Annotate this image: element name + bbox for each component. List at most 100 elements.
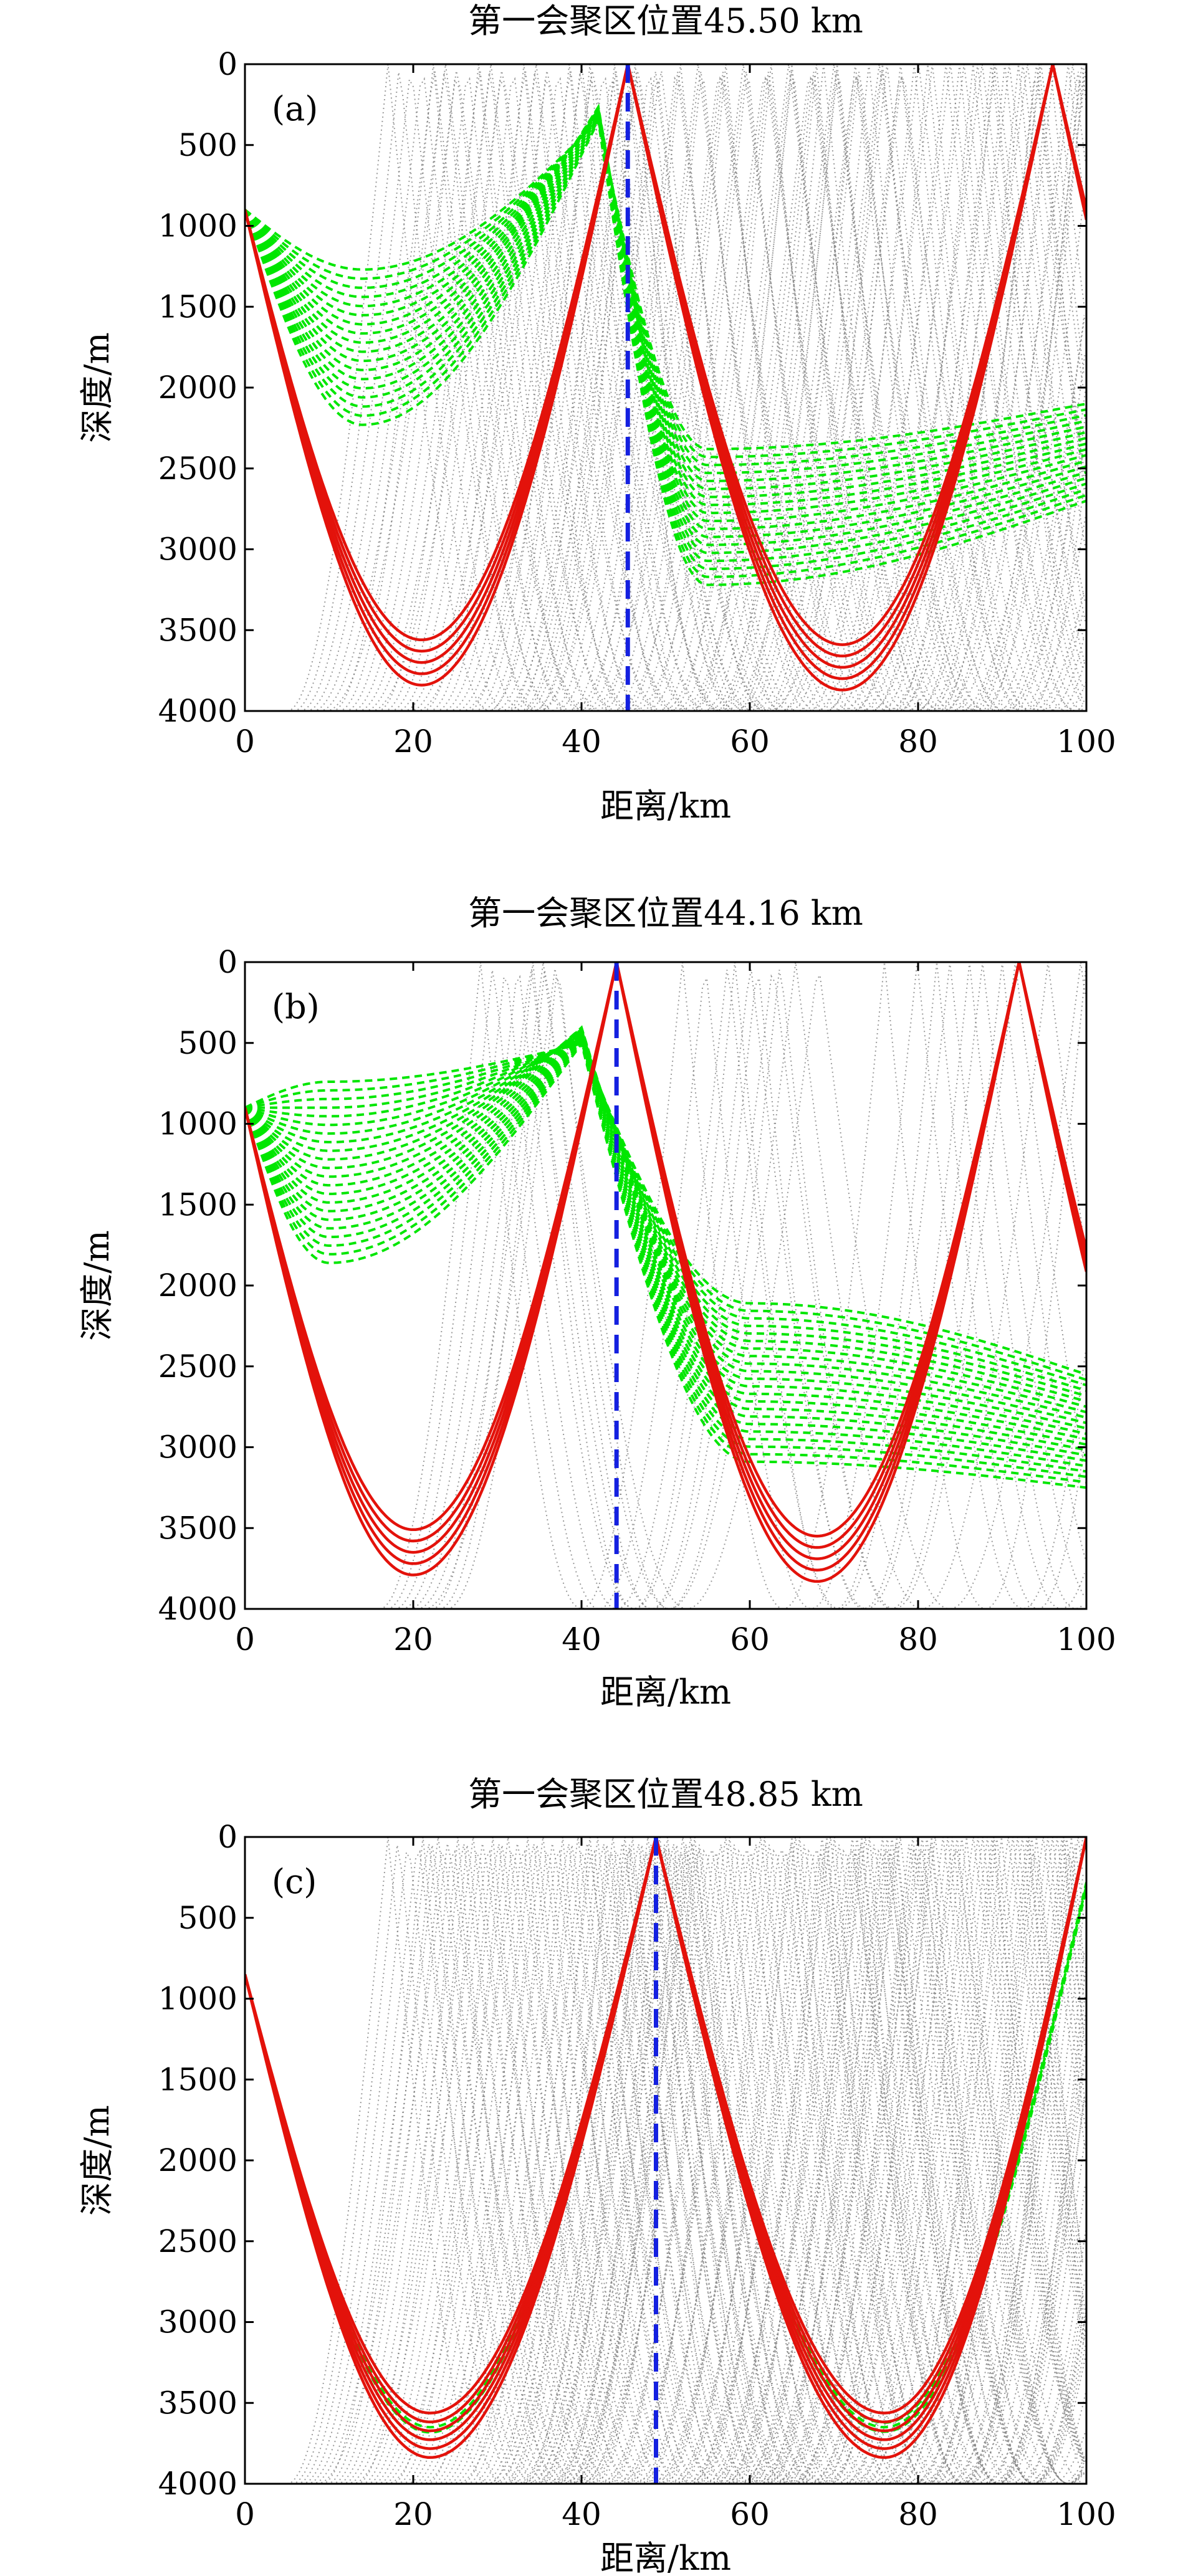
gray-ray [471,1837,1086,2484]
gray-ray [322,1837,1085,2484]
gray-ray [521,1837,1086,2484]
y-tick-label: 3500 [158,2385,237,2421]
gray-ray [442,64,1086,711]
y-ticks: 0 500 1000 1500 2000 2500 3000 3500 4000 [158,46,1086,729]
gray-ray [436,64,1085,711]
gray-ray [526,1843,1086,2484]
gray-ray [439,962,1084,1609]
plot-layer [245,962,1086,1609]
y-tick-label: 2000 [158,2142,237,2178]
x-tick-label: 0 [235,723,255,760]
gray-ray [541,1844,1085,2484]
gray-ray [456,1843,1085,2484]
gray-ray [571,1844,1086,2484]
x-axis-label: 距离/km [600,786,731,826]
x-ticks: 0 20 40 60 80 100 [235,1837,1116,2532]
gray-ray [401,962,1085,1609]
green-ray [245,118,1086,451]
gray-ray [431,962,1085,1609]
y-tick-label: 3000 [158,2304,237,2340]
gray-ray [486,1837,1085,2484]
y-tick-label: 2000 [158,370,237,406]
gray-ray [531,1837,1084,2484]
y-axis-label: 深度/m [77,332,117,442]
gray-ray [455,64,1086,711]
y-tick-label: 2000 [158,1267,237,1304]
gray-ray [451,1837,1084,2484]
panel-a: 第一会聚区位置45.50 km (a) 0 20 40 60 80 100 0 500 100… [0,0,1178,859]
gray-ray [481,64,1084,711]
green-ray [245,113,1086,475]
gray-ray [312,1837,1086,2484]
y-tick-label: 3000 [158,532,237,568]
gray-ray [396,1837,1083,2484]
y-ticks: 0 500 1000 1500 2000 2500 3000 3500 4000 [158,944,1086,1627]
y-tick-label: 0 [218,1819,237,1855]
gray-ray [362,1837,1086,2484]
green-ray [245,1025,1086,1435]
gray-ray [390,64,1086,711]
gray-ray [501,1837,1083,2484]
gray-ray [394,962,1085,1609]
y-tick-label: 0 [218,944,237,980]
chart-title: 第一会聚区位置45.50 km [468,1,863,41]
y-tick-label: 1000 [158,208,237,244]
gray-ray [474,64,1086,711]
x-tick-label: 80 [898,2496,938,2532]
y-tick-label: 3000 [158,1429,237,1466]
green-ray [245,1026,1086,1441]
panel-label: (b) [272,987,320,1026]
gray-ray [332,64,1086,711]
green-ray [245,111,1086,482]
x-tick-label: 80 [898,723,938,760]
gray-ray [406,1837,1085,2484]
y-tick-label: 1500 [158,289,237,325]
y-tick-label: 500 [178,127,237,163]
gray-ray [506,1837,1084,2484]
panel-b: 第一会聚区位置44.16 km (b) 0 20 40 60 80 100 0 500 100… [0,859,1178,1717]
x-tick-label: 40 [562,1621,601,1658]
gray-ray [561,1843,1084,2484]
panel-label: (a) [272,89,318,128]
gray-ray [441,1837,1086,2484]
gray-ray [494,71,1084,711]
gray-ray [409,64,1084,711]
red-ray [245,64,1086,692]
green-ray [245,1029,1086,1451]
y-tick-label: 4000 [158,1591,237,1627]
green-ray [245,117,1086,586]
y-tick-label: 1000 [158,1981,237,2017]
y-tick-label: 2500 [158,1348,237,1385]
panel-label: (c) [272,1862,317,1901]
x-tick-label: 100 [1056,2496,1116,2532]
gray-ray [491,1843,1086,2484]
x-axis-label: 距离/km [600,2539,731,2576]
y-tick-label: 4000 [158,693,237,729]
gray-ray [325,64,1084,711]
gray-ray [411,1837,1086,2484]
green-ray [245,1039,1086,1386]
y-tick-label: 3500 [158,1510,237,1546]
plot-layer [245,1837,1086,2484]
red-ray [245,1837,1086,2450]
y-ticks: 0 500 1000 1500 2000 2500 3000 3500 4000 [158,1819,1086,2502]
x-tick-label: 0 [235,1621,255,1658]
gray-ray [364,64,1085,711]
green-ray [245,114,1086,467]
gray-ray [358,64,1086,711]
red-ray [245,1837,1086,2441]
gray-ray [516,1844,1086,2484]
green-ray [245,1030,1086,1414]
chart-panel-a: 第一会聚区位置45.50 km (a) 0 20 40 60 80 100 0 500 100… [77,1,1116,826]
gray-ray [429,64,1086,711]
green-ray [245,1837,1086,2429]
red-ray [245,64,1086,669]
x-tick-label: 60 [730,1621,770,1658]
gray-ray [424,962,1086,1609]
gray-ray [391,1837,1086,2484]
x-tick-label: 60 [730,2496,770,2532]
gray-ray [476,1837,1083,2484]
x-tick-label: 80 [898,1621,938,1658]
gray-ray [532,71,1085,711]
y-tick-label: 500 [178,1025,237,1061]
